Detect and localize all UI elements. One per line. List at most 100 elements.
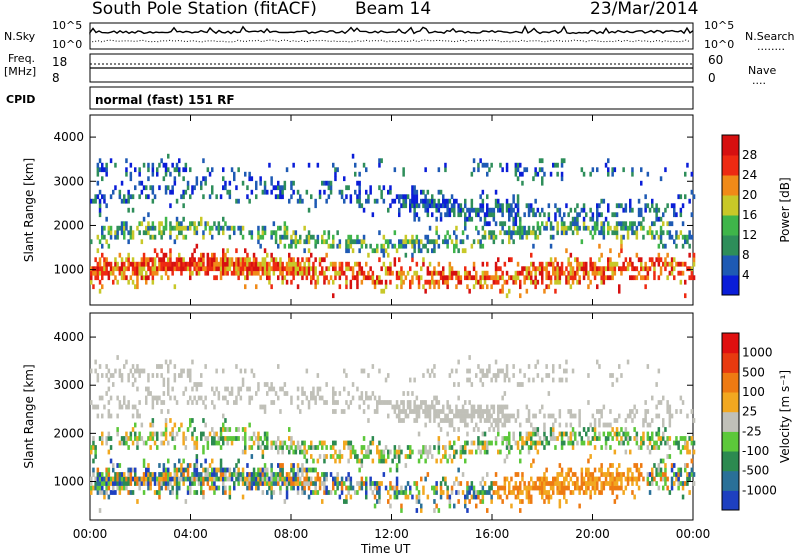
heatmap-cell <box>321 472 324 477</box>
heatmap-cell <box>450 485 454 491</box>
heatmap-cell <box>556 162 559 168</box>
heatmap-cell <box>530 499 533 504</box>
heatmap-cell <box>356 275 359 281</box>
heatmap-cell <box>675 261 678 267</box>
heatmap-cell <box>200 180 203 186</box>
heatmap-cell <box>175 494 179 500</box>
heatmap-cell <box>365 481 368 486</box>
heatmap-cell <box>644 266 647 272</box>
heatmap-cell <box>545 275 548 281</box>
heatmap-cell <box>131 476 135 482</box>
freq-right-marker: .... <box>752 74 766 87</box>
heatmap-cell <box>666 261 669 267</box>
heatmap-cell <box>90 239 93 245</box>
heatmap-cell <box>549 436 553 441</box>
heatmap-cell <box>307 230 311 236</box>
heatmap-cell <box>226 436 229 441</box>
heatmap-cell <box>343 198 346 204</box>
heatmap-cell <box>195 454 199 459</box>
heatmap-cell <box>228 180 232 186</box>
heatmap-cell <box>263 467 267 473</box>
heatmap-cell <box>195 463 199 468</box>
heatmap-cell <box>294 239 298 245</box>
heatmap-cell <box>233 467 236 473</box>
heatmap-cell <box>105 261 108 267</box>
heatmap-cell <box>481 445 485 450</box>
heatmap-cell <box>571 368 575 374</box>
heatmap-cell <box>389 185 392 191</box>
heatmap-cell <box>589 207 592 213</box>
heatmap-cell <box>171 427 174 432</box>
heatmap-cell <box>464 203 467 209</box>
heatmap-cell <box>380 279 383 285</box>
heatmap-cell <box>189 481 192 486</box>
heatmap-cell <box>202 467 205 473</box>
heatmap-cell <box>611 275 614 281</box>
heatmap-cell <box>690 270 694 276</box>
heatmap-cell <box>382 400 386 405</box>
heatmap-cell <box>310 279 313 285</box>
heatmap-cell <box>543 427 546 432</box>
heatmap-cell <box>123 400 126 405</box>
heatmap-cell <box>393 449 397 455</box>
heatmap-cell <box>607 158 610 164</box>
heatmap-cell <box>488 418 491 423</box>
heatmap-cell <box>131 207 135 213</box>
heatmap-cell <box>481 373 485 378</box>
heatmap-cell <box>332 293 335 299</box>
heatmap-cell <box>446 207 449 213</box>
heatmap-cell <box>620 427 623 432</box>
heatmap-cell <box>246 463 249 468</box>
heatmap-cell <box>400 508 403 513</box>
heatmap-cell <box>173 472 177 477</box>
heatmap-cell <box>673 239 676 245</box>
heatmap-cell <box>145 279 148 285</box>
heatmap-cell <box>206 261 210 267</box>
heatmap-cell <box>527 490 531 495</box>
heatmap-cell <box>620 243 623 249</box>
heatmap-cell <box>609 275 612 281</box>
heatmap-cell <box>673 212 676 218</box>
y-tick-label: 2000 <box>53 218 84 232</box>
heatmap-cell <box>664 463 667 468</box>
heatmap-cell <box>415 270 419 276</box>
heatmap-cell <box>622 221 625 227</box>
heatmap-cell <box>288 257 291 263</box>
heatmap-cell <box>125 198 128 204</box>
heatmap-cell <box>193 440 196 446</box>
sky-noise-line <box>89 24 694 35</box>
heatmap-cell <box>131 382 135 387</box>
heatmap-cell <box>688 472 691 477</box>
heatmap-cell <box>512 485 515 491</box>
heatmap-cell <box>475 409 478 414</box>
heatmap-cell <box>362 239 366 245</box>
heatmap-cell <box>101 413 104 419</box>
heatmap-cell <box>226 225 229 231</box>
heatmap-cell <box>455 275 458 281</box>
heatmap-cell <box>635 275 639 281</box>
heatmap-cell <box>677 440 680 446</box>
heatmap-cell <box>527 436 531 441</box>
heatmap-cell <box>193 472 196 477</box>
heatmap-cell <box>120 404 124 410</box>
heatmap-cell <box>679 279 683 285</box>
heatmap-cell <box>318 257 322 263</box>
heatmap-cell <box>96 194 100 200</box>
heatmap-cell <box>563 431 566 437</box>
heatmap-cell <box>406 194 410 200</box>
heatmap-cell <box>369 485 372 491</box>
heatmap-cell <box>483 449 487 455</box>
heatmap-cell <box>153 248 157 254</box>
heatmap-cell <box>206 472 210 477</box>
heatmap-cell <box>415 212 419 218</box>
heatmap-cell <box>206 445 210 450</box>
heatmap-cell <box>571 445 575 450</box>
heatmap-cell <box>145 400 148 405</box>
heatmap-cell <box>615 418 619 423</box>
heatmap-cell <box>437 189 441 195</box>
heatmap-cell <box>255 266 258 272</box>
heatmap-cell <box>101 162 104 168</box>
heatmap-cell <box>325 239 328 245</box>
heatmap-cell <box>662 243 665 249</box>
heatmap-cell <box>178 458 181 464</box>
